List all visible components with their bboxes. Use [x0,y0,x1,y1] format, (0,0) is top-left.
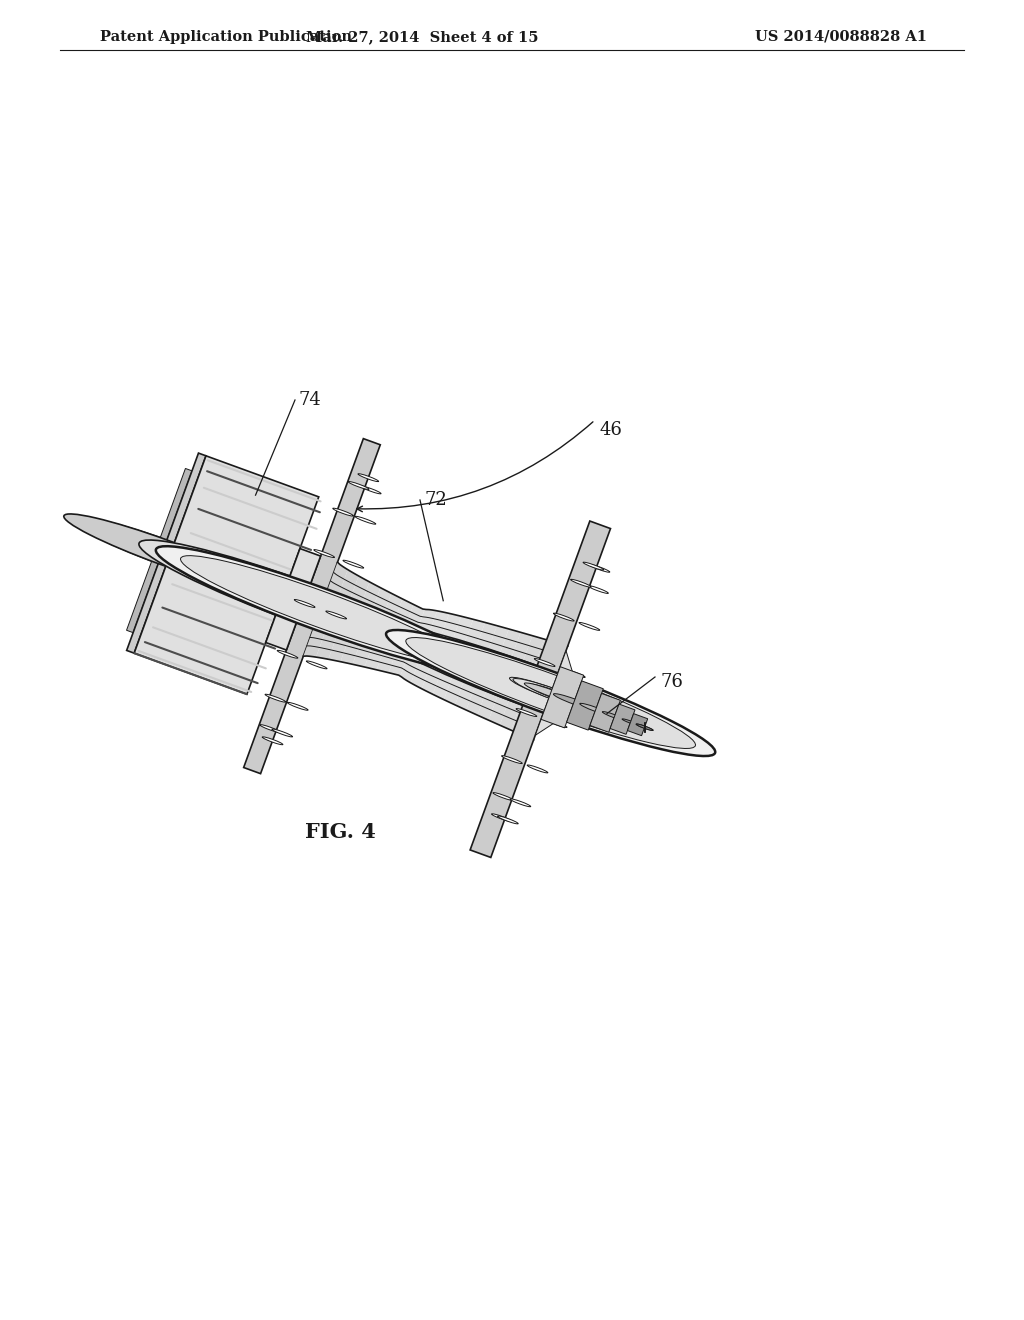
Polygon shape [488,632,532,725]
Ellipse shape [622,719,639,725]
Ellipse shape [260,725,281,733]
Polygon shape [644,722,645,733]
Ellipse shape [521,681,581,705]
Ellipse shape [535,659,555,667]
Polygon shape [388,605,425,676]
Ellipse shape [75,519,237,581]
Ellipse shape [306,661,327,669]
Text: Patent Application Publication: Patent Application Publication [100,30,352,44]
Ellipse shape [498,816,518,824]
Ellipse shape [564,669,585,677]
Ellipse shape [355,516,376,524]
Ellipse shape [333,508,353,516]
Polygon shape [266,549,321,649]
Ellipse shape [294,599,315,607]
Ellipse shape [636,723,653,730]
Ellipse shape [553,612,574,620]
Ellipse shape [358,474,379,482]
Ellipse shape [360,486,381,494]
Polygon shape [541,667,584,727]
Polygon shape [411,611,450,689]
Ellipse shape [493,792,514,800]
Polygon shape [422,614,461,694]
Polygon shape [500,636,544,730]
Ellipse shape [583,562,604,570]
Polygon shape [466,626,509,715]
Ellipse shape [570,579,591,587]
Ellipse shape [262,737,283,744]
Polygon shape [244,438,380,774]
Polygon shape [610,704,635,734]
Ellipse shape [348,482,369,490]
Text: 76: 76 [660,673,683,690]
Polygon shape [377,599,414,673]
Ellipse shape [510,677,592,709]
Polygon shape [536,651,573,735]
Ellipse shape [602,711,627,721]
Ellipse shape [72,516,269,593]
Ellipse shape [527,766,548,774]
Polygon shape [455,623,497,710]
Ellipse shape [278,651,298,659]
Ellipse shape [492,813,512,821]
Polygon shape [566,681,603,730]
Ellipse shape [513,678,598,711]
Polygon shape [470,521,610,858]
Ellipse shape [406,638,695,748]
Polygon shape [127,469,193,632]
Ellipse shape [516,709,537,717]
Polygon shape [340,582,380,664]
Ellipse shape [502,755,522,763]
Ellipse shape [236,578,330,614]
Polygon shape [127,453,206,653]
Text: 46: 46 [600,421,623,440]
Ellipse shape [156,546,485,672]
Ellipse shape [63,513,261,590]
Text: US 2014/0088828 A1: US 2014/0088828 A1 [755,30,927,44]
Ellipse shape [589,565,609,573]
Polygon shape [400,610,437,682]
Ellipse shape [139,540,468,667]
Ellipse shape [265,694,286,702]
Ellipse shape [184,558,382,634]
Text: FIG. 4: FIG. 4 [304,822,376,842]
Ellipse shape [588,586,608,594]
Ellipse shape [288,702,308,710]
Polygon shape [365,593,402,669]
Polygon shape [329,576,370,661]
Polygon shape [511,639,556,735]
Ellipse shape [343,560,364,568]
Ellipse shape [313,549,335,557]
Ellipse shape [546,719,567,727]
Ellipse shape [580,704,611,715]
Ellipse shape [524,682,577,704]
Polygon shape [352,587,391,667]
Text: 74: 74 [299,391,322,409]
Polygon shape [444,619,485,705]
Ellipse shape [366,623,694,748]
Text: Mar. 27, 2014  Sheet 4 of 15: Mar. 27, 2014 Sheet 4 of 15 [306,30,539,44]
Polygon shape [628,714,648,735]
Ellipse shape [579,623,600,631]
Ellipse shape [542,689,588,708]
Polygon shape [134,455,318,694]
Polygon shape [522,643,567,741]
Ellipse shape [553,693,595,709]
Polygon shape [433,616,473,700]
Ellipse shape [527,684,593,709]
Ellipse shape [636,723,653,730]
Ellipse shape [180,556,461,663]
Polygon shape [303,562,348,657]
Ellipse shape [386,630,715,756]
Text: 72: 72 [424,491,446,510]
Polygon shape [590,693,621,733]
Polygon shape [477,628,520,721]
Ellipse shape [510,799,530,807]
Polygon shape [316,570,358,659]
Ellipse shape [326,611,346,619]
Ellipse shape [272,729,293,737]
Ellipse shape [223,573,342,618]
